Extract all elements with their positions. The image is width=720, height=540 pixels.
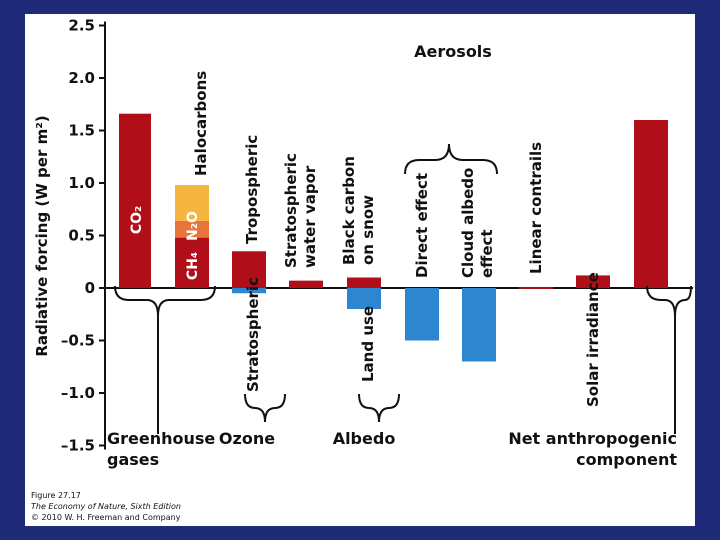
group-label-albedo: Albedo [333,429,396,448]
label-ch4: CH₄ [185,252,201,280]
bar-halocarbons [175,185,209,221]
bar-black-carbon [347,277,381,288]
y-tick-label: 0 [85,279,95,297]
label-n2o: N₂O [185,211,201,241]
bar-aerosol-direct-effect [405,288,439,341]
group-label-net-2: component [576,450,677,469]
y-tick-label: 2.0 [68,69,95,87]
label-halocarbons: Halocarbons [192,71,210,176]
group-label-aerosols: Aerosols [414,42,492,61]
label-stratospheric-water-vapor-2: water vapor [301,165,319,268]
label-black-carbon-2: on snow [359,195,377,265]
label-black-carbon-1: Black carbon [340,156,358,265]
label-stratospheric-water-vapor-1: Stratospheric [282,153,300,268]
label-linear-contrails: Linear contrails [527,142,545,274]
y-tick-label: 0.5 [68,227,95,245]
bar-net-anthropogenic [634,120,668,288]
y-tick-label: –1.0 [61,384,95,402]
label-tropospheric: Tropospheric [243,135,261,244]
brace-aerosols [404,143,498,175]
y-tick-label: 2.5 [68,17,95,35]
label-stratospheric: Stratospheric [244,277,262,392]
label-solar-irradiance: Solar irradiance [584,272,602,407]
label-cloud-albedo-2: effect [478,229,496,278]
bar-solar-irradiance [576,275,610,288]
bar-cloud-albedo-effect [462,288,496,362]
bar-ch4 [175,237,209,288]
bar-n2o [175,220,209,238]
figure-number: Figure 27.17 [31,491,81,500]
figure-copyright: © 2010 W. H. Freeman and Company [31,513,181,522]
group-label-net-1: Net anthropogenic [508,429,677,448]
y-tick-label: –1.5 [61,437,95,455]
y-tick-label: –0.5 [61,332,95,350]
bar-land-use [347,288,381,309]
brace-albedo [358,393,400,423]
group-label-ozone: Ozone [219,429,275,448]
brace-greenhouse-top [114,285,216,317]
slide-frame: 2.5 2.0 1.5 1.0 0.5 0 –0.5 –1.0 –1.5 CO₂ CH₄ N₂O Ha… [25,14,695,526]
group-label-greenhouse-2: gases [107,450,159,469]
label-co2: CO₂ [129,206,145,234]
y-tick-label: 1.5 [68,122,95,140]
y-axis-label: Radiative forcing (W per m²) [33,115,51,356]
bar-linear-contrails [519,286,553,289]
label-cloud-albedo-1: Cloud albedo [459,168,477,278]
y-tick-label: 1.0 [68,174,95,192]
brace-net-top [646,285,692,317]
brace-ozone [244,393,286,423]
figure-source: The Economy of Nature, Sixth Edition [31,502,181,511]
group-label-greenhouse-1: Greenhouse [107,429,215,448]
bar-tropospheric-ozone [232,251,266,288]
label-land-use: Land use [359,306,377,382]
figure-credit: Figure 27.17 The Economy of Nature, Sixt… [31,490,181,523]
bar-stratospheric-water-vapor [289,280,323,288]
radiative-forcing-chart: 2.5 2.0 1.5 1.0 0.5 0 –0.5 –1.0 –1.5 CO₂ CH₄ N₂O Ha… [33,17,693,469]
label-direct-effect: Direct effect [413,173,431,278]
bar-stratospheric-ozone [232,288,266,294]
bar-co2 [119,113,151,288]
